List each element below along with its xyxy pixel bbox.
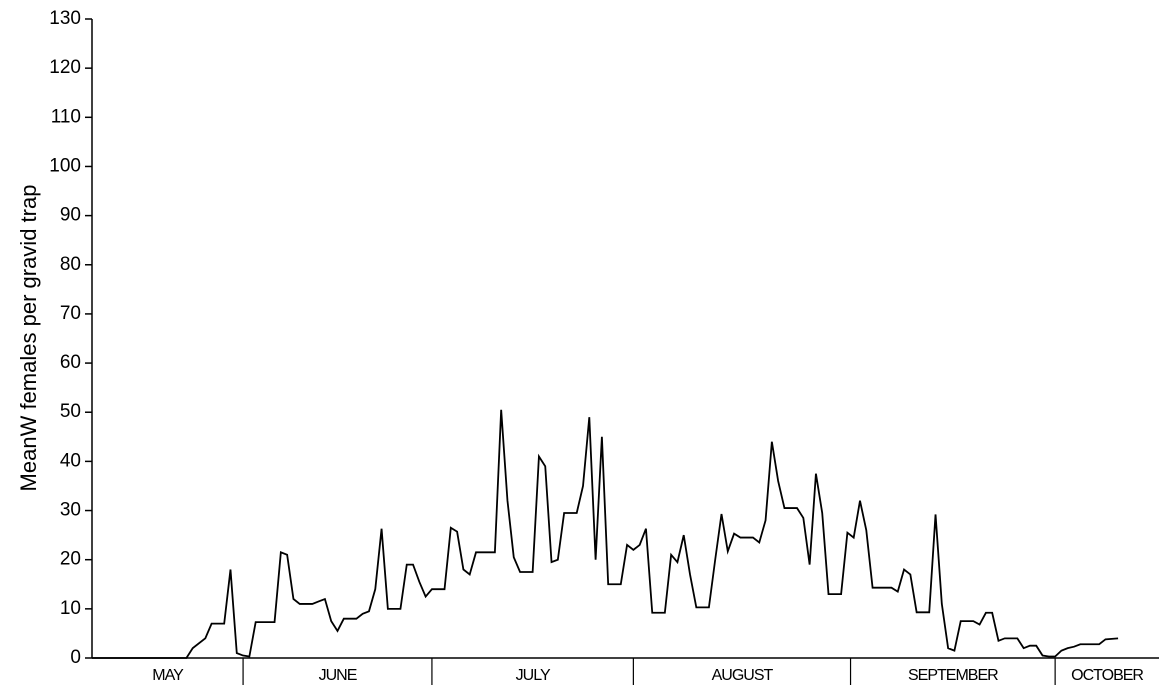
x-tick-label: JULY bbox=[516, 667, 551, 684]
x-tick-label: MAY bbox=[152, 667, 184, 684]
data-line bbox=[92, 409, 1119, 659]
x-tick-label: OCTOBER bbox=[1071, 667, 1143, 684]
y-tick-label: 110 bbox=[51, 106, 81, 127]
y-tick-label: 80 bbox=[60, 254, 81, 275]
y-tick-label: 20 bbox=[60, 549, 81, 570]
x-tick-label: AUGUST bbox=[712, 667, 774, 684]
y-tick-label: 130 bbox=[49, 8, 81, 29]
y-tick-label: 60 bbox=[60, 352, 81, 373]
y-tick-label: 30 bbox=[60, 500, 81, 521]
y-tick-label: 90 bbox=[60, 205, 81, 226]
y-tick-label: 0 bbox=[70, 647, 81, 668]
y-tick-label: 50 bbox=[60, 401, 81, 422]
x-tick-label: JUNE bbox=[319, 667, 357, 684]
y-tick-label: 120 bbox=[49, 57, 81, 78]
y-tick-label: 100 bbox=[49, 155, 81, 176]
y-axis-label: MeanW females per gravid trap bbox=[16, 185, 41, 492]
y-tick-label: 70 bbox=[60, 303, 81, 324]
y-tick-label: 40 bbox=[60, 450, 81, 471]
x-tick-label: SEPTEMBER bbox=[908, 667, 998, 684]
y-tick-label: 10 bbox=[60, 598, 81, 619]
